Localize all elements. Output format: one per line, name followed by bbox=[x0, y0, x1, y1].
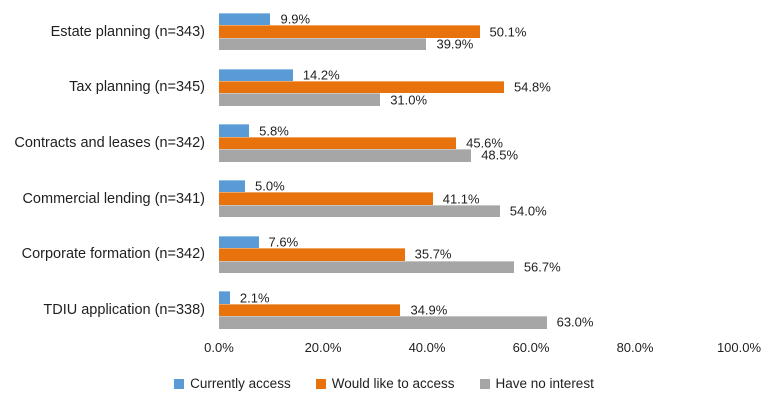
legend-swatch-icon bbox=[315, 378, 326, 389]
bar-would-like-to-access bbox=[219, 136, 457, 150]
value-label: 2.1% bbox=[239, 290, 270, 306]
value-label: 39.9% bbox=[436, 36, 474, 52]
bar-track: 14.2% bbox=[219, 67, 739, 83]
chart-plot-area: Estate planning (n=343) 9.9% 50.1% 39.9% Tax… bbox=[0, 13, 768, 329]
bar-have-no-interest bbox=[219, 204, 500, 218]
bar-track: 54.8% bbox=[219, 79, 739, 95]
bar-have-no-interest bbox=[219, 316, 547, 329]
value-label: 45.6% bbox=[466, 135, 503, 151]
legend-item-have-no-interest: Have no interest bbox=[479, 376, 594, 391]
bar-group: 9.9% 50.1% 39.9% bbox=[219, 13, 739, 50]
bar-track: 48.5% bbox=[219, 147, 739, 163]
value-label: 35.7% bbox=[414, 246, 452, 262]
bar-track: 5.0% bbox=[219, 178, 739, 194]
x-tick-label: 40.0% bbox=[408, 340, 446, 355]
bar-would-like-to-access bbox=[219, 303, 401, 317]
bar-group: 5.8% 45.6% 48.5% bbox=[219, 123, 739, 163]
value-label: 7.6% bbox=[268, 234, 299, 250]
category-label: Estate planning (n=343) bbox=[50, 23, 205, 40]
bar-track: 39.9% bbox=[219, 36, 739, 52]
x-axis: 0.0% 20.0% 40.0% 60.0% 80.0% 100.0% bbox=[204, 340, 761, 356]
bar-group: 14.2% 54.8% 31.0% bbox=[219, 67, 739, 108]
bar-track: 9.9% bbox=[219, 11, 739, 27]
value-label: 48.5% bbox=[481, 147, 519, 163]
bar-track: 31.0% bbox=[219, 92, 739, 108]
bar-track: 41.1% bbox=[219, 191, 739, 207]
legend-label: Currently access bbox=[190, 376, 291, 391]
value-label: 31.0% bbox=[390, 92, 428, 108]
bar-track: 2.1% bbox=[219, 290, 739, 306]
chart-row-contracts-and-leases-n-342: Contracts and leases (n=342) 5.8% 45.6% 48.… bbox=[0, 123, 768, 163]
bar-track: 56.7% bbox=[219, 259, 739, 275]
x-tick-label: 20.0% bbox=[304, 340, 342, 355]
bar-track: 7.6% bbox=[219, 234, 739, 250]
chart-legend: Currently access Would like to access Have… bbox=[0, 376, 768, 391]
legend-item-would-like-to-access: Would like to access bbox=[315, 376, 455, 391]
category-label: TDIU application (n=338) bbox=[43, 302, 205, 319]
value-label: 50.1% bbox=[489, 24, 527, 40]
legend-swatch-icon bbox=[479, 378, 490, 389]
bar-track: 63.0% bbox=[219, 314, 739, 330]
bar-track: 50.1% bbox=[219, 24, 739, 40]
bar-currently-access bbox=[219, 180, 245, 193]
value-label: 63.0% bbox=[556, 314, 594, 330]
bar-track: 54.0% bbox=[219, 203, 739, 219]
chart-row-estate-planning-n-343: Estate planning (n=343) 9.9% 50.1% 39.9% bbox=[0, 13, 768, 51]
bar-track: 34.9% bbox=[219, 302, 739, 318]
value-label: 54.8% bbox=[513, 79, 551, 95]
bar-have-no-interest bbox=[219, 93, 381, 106]
bar-currently-access bbox=[219, 13, 271, 26]
chart-row-tdiu-application-n-338: TDIU application (n=338) 2.1% 34.9% 63.0% bbox=[0, 290, 768, 330]
bar-currently-access bbox=[219, 68, 293, 82]
x-tick-label: 80.0% bbox=[616, 340, 654, 355]
value-label: 5.8% bbox=[259, 123, 289, 139]
x-tick-label: 60.0% bbox=[512, 340, 550, 355]
chart-row-corporate-formation-n-342: Corporate formation (n=342) 7.6% 35.7% 56.7… bbox=[0, 234, 768, 275]
value-label: 54.0% bbox=[509, 203, 547, 219]
category-label: Tax planning (n=345) bbox=[69, 79, 205, 96]
bar-would-like-to-access bbox=[219, 248, 405, 261]
bar-currently-access bbox=[219, 291, 230, 304]
chart-row-tax-planning-n-345: Tax planning (n=345) 14.2% 54.8% 31.0% bbox=[0, 67, 768, 108]
value-label: 56.7% bbox=[523, 259, 561, 275]
bar-have-no-interest bbox=[219, 260, 514, 273]
legend-swatch-icon bbox=[174, 378, 185, 389]
legend-label: Have no interest bbox=[495, 376, 594, 391]
bar-track: 35.7% bbox=[219, 246, 739, 262]
x-tick-label: 100.0% bbox=[716, 340, 762, 355]
bar-currently-access bbox=[219, 235, 259, 249]
bar-group: 5.0% 41.1% 54.0% bbox=[219, 178, 739, 219]
bar-would-like-to-access bbox=[219, 25, 480, 38]
bar-would-like-to-access bbox=[219, 192, 433, 205]
value-label: 41.1% bbox=[442, 191, 480, 207]
bar-have-no-interest bbox=[219, 37, 427, 51]
bar-track: 5.8% bbox=[219, 123, 739, 139]
category-label: Commercial lending (n=341) bbox=[22, 190, 205, 207]
category-label: Corporate formation (n=342) bbox=[21, 246, 205, 263]
value-label: 5.0% bbox=[255, 178, 285, 194]
chart-row-commercial-lending-n-341: Commercial lending (n=341) 5.0% 41.1% 54.0% bbox=[0, 178, 768, 219]
value-label: 14.2% bbox=[302, 67, 340, 83]
category-label: Contracts and leases (n=342) bbox=[14, 134, 205, 151]
value-label: 9.9% bbox=[280, 11, 311, 27]
legend-label: Would like to access bbox=[331, 376, 455, 391]
bar-currently-access bbox=[219, 124, 250, 137]
bar-group: 2.1% 34.9% 63.0% bbox=[219, 290, 739, 330]
value-label: 34.9% bbox=[410, 302, 448, 318]
bar-group: 7.6% 35.7% 56.7% bbox=[219, 234, 739, 275]
x-tick-label: 0.0% bbox=[204, 340, 234, 355]
bar-have-no-interest bbox=[219, 149, 472, 162]
bar-would-like-to-access bbox=[219, 81, 504, 94]
bar-track: 45.6% bbox=[219, 135, 739, 151]
legend-item-currently-access: Currently access bbox=[174, 376, 291, 391]
